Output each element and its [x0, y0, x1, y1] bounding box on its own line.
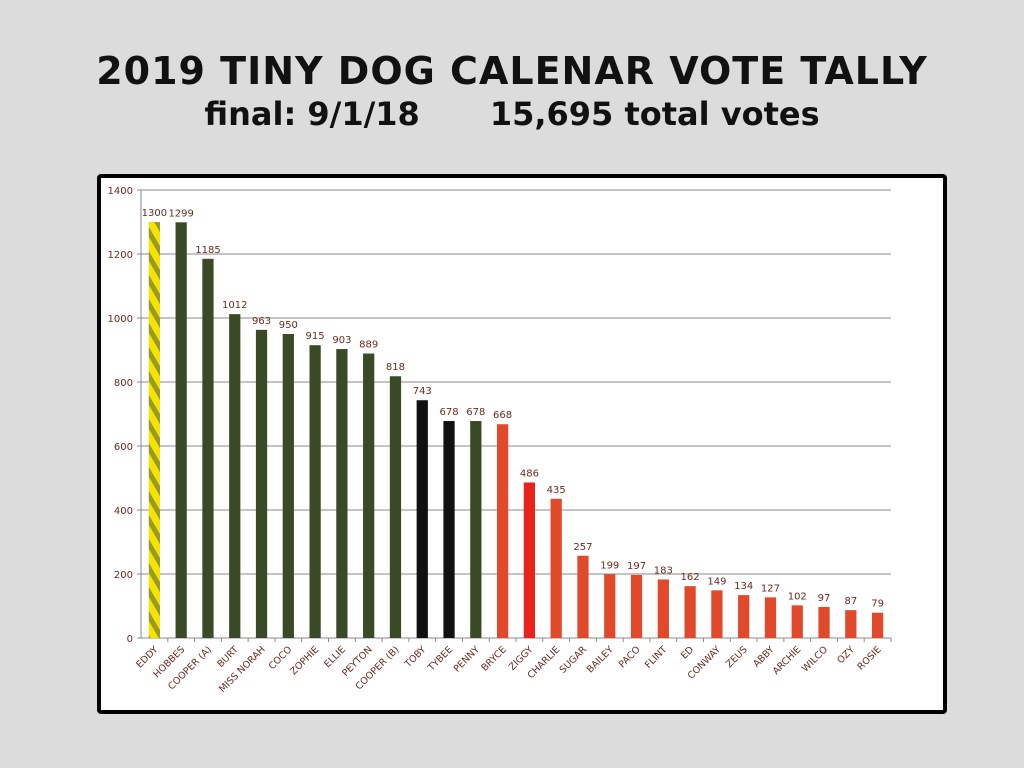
data-label: 87 — [844, 596, 857, 607]
bar — [229, 314, 241, 638]
bar — [791, 605, 803, 638]
y-tick-label: 1000 — [108, 314, 133, 325]
page-title: 2019 TINY DOG CALENAR VOTE TALLY — [96, 49, 928, 93]
bar — [871, 612, 884, 638]
x-tick-label: WILCO — [800, 644, 830, 674]
bar — [764, 597, 777, 638]
x-tick-label: ZOPHIE — [288, 644, 321, 677]
data-label: 435 — [547, 485, 566, 496]
data-label: 79 — [871, 599, 884, 610]
x-tick-label: BRYCE — [479, 644, 508, 673]
data-label: 197 — [627, 561, 646, 572]
total-votes-label: 15,695 total votes — [489, 95, 820, 133]
gridlines — [141, 189, 891, 575]
data-label: 915 — [306, 331, 325, 342]
data-label: 1299 — [168, 208, 193, 219]
bar — [523, 482, 536, 638]
bars — [148, 222, 884, 638]
bar — [363, 353, 375, 638]
bar — [282, 334, 294, 638]
bar — [657, 579, 669, 638]
title-block: 2019 TINY DOG CALENAR VOTE TALLY final: … — [0, 48, 1024, 134]
data-label: 486 — [520, 468, 539, 479]
chart-frame: 0 200 400 600 800 1000 1200 1400 1300 1299 1185 10… — [97, 174, 947, 714]
bar — [336, 349, 348, 638]
bar — [711, 590, 723, 638]
value-labels: 1300 1299 1185 1012 963 950 915 903 889 818 743 678… — [142, 208, 884, 610]
bar — [202, 258, 214, 638]
bar — [630, 574, 643, 638]
x-tick-label: BAILEY — [585, 644, 616, 675]
y-tick-label: 1200 — [108, 250, 133, 261]
data-label: 149 — [707, 576, 726, 587]
x-tick-label: OZY — [835, 644, 857, 666]
y-tick-label: 800 — [114, 378, 133, 389]
bar — [255, 329, 268, 638]
subtitle: final: 9/1/18 15,695 total votes — [0, 94, 1024, 134]
data-label: 678 — [466, 407, 485, 418]
x-tick-label: ARCHIE — [771, 644, 804, 677]
x-tick-label: ZEUS — [724, 644, 750, 670]
bar — [309, 345, 321, 638]
data-label: 678 — [439, 407, 458, 418]
y-tick-label: 0 — [127, 634, 133, 645]
bar — [496, 424, 509, 638]
data-label: 743 — [413, 386, 432, 397]
data-label: 199 — [600, 560, 619, 571]
data-label: 903 — [332, 335, 351, 346]
bar — [577, 555, 589, 638]
x-tick-label: ED — [679, 644, 696, 661]
bar — [684, 586, 696, 638]
bar — [443, 421, 455, 638]
data-label: 1012 — [222, 300, 247, 311]
data-label: 1185 — [195, 245, 220, 256]
bar-chart: 0 200 400 600 800 1000 1200 1400 1300 1299 1185 10… — [108, 186, 892, 695]
x-tick-label: TYBEE — [425, 644, 455, 674]
bar — [738, 595, 750, 638]
x-tick-label: ROSIE — [855, 644, 883, 672]
bar — [389, 376, 402, 638]
y-tick-label: 200 — [114, 570, 133, 581]
data-label: 162 — [681, 572, 700, 583]
data-label: 668 — [493, 410, 512, 421]
bar — [845, 610, 857, 638]
x-tick-label: FLINT — [643, 644, 670, 671]
data-label: 257 — [573, 542, 592, 553]
bar — [550, 498, 562, 638]
x-tick-label: TOBY — [402, 644, 428, 670]
y-tick-label: 1400 — [108, 186, 133, 197]
y-tick-label: 400 — [114, 506, 133, 517]
bar — [175, 222, 187, 638]
bar — [416, 400, 428, 638]
data-label: 127 — [761, 583, 780, 594]
data-label: 134 — [734, 581, 753, 592]
final-date-label: final: 9/1/18 — [204, 95, 420, 133]
data-label: 963 — [252, 316, 271, 327]
data-label: 97 — [818, 593, 831, 604]
x-tick-label: SUGAR — [558, 644, 590, 676]
data-label: 950 — [279, 320, 298, 331]
x-tick-label: PACO — [617, 644, 643, 670]
bar — [148, 222, 161, 638]
data-label: 102 — [788, 591, 807, 602]
y-tick-label: 600 — [114, 442, 133, 453]
data-label: 889 — [359, 340, 378, 351]
bar — [604, 574, 616, 638]
x-tick-label: PENNY — [452, 644, 482, 674]
data-label: 1300 — [142, 208, 167, 219]
data-label: 818 — [386, 362, 405, 373]
bar — [818, 606, 830, 638]
bar — [470, 421, 482, 638]
data-label: 183 — [654, 565, 673, 576]
